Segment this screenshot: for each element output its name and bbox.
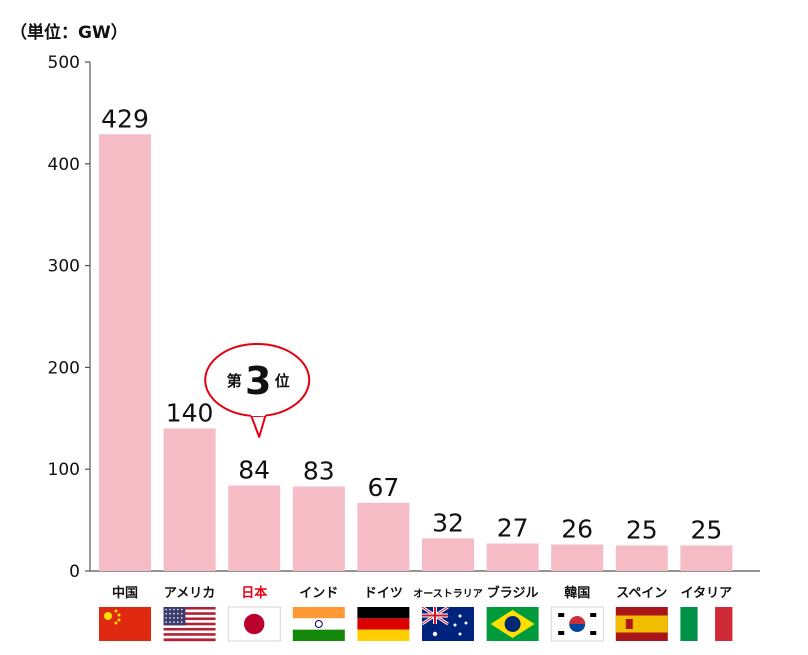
y-tick-label: 400 (48, 155, 80, 175)
bar-value-label: 25 (690, 516, 722, 545)
y-tick-label: 500 (48, 53, 80, 73)
japan-flag (227, 606, 281, 642)
spain-flag (615, 607, 668, 641)
callout-prefix: 第 (227, 372, 242, 390)
bar (615, 545, 668, 571)
germany-flag (357, 607, 410, 641)
unit-label: （単位：GW） (10, 23, 128, 43)
category-label: スペイン (616, 586, 667, 601)
category-label: 中国 (112, 585, 138, 601)
bar (422, 538, 474, 571)
bar-value-label: 67 (367, 473, 399, 502)
category-label: 日本 (241, 585, 267, 601)
bar-value-label: 27 (497, 514, 529, 543)
y-tick-label: 200 (48, 358, 80, 378)
category-label: アメリカ (164, 586, 215, 601)
bar (163, 428, 216, 571)
category-label: オーストラリア (413, 588, 483, 600)
australia-flag (421, 605, 474, 641)
category-label: ドイツ (364, 586, 403, 601)
china-flag (99, 607, 151, 641)
bar (228, 485, 281, 571)
y-tick-label: 100 (48, 460, 80, 480)
bar-value-label: 25 (626, 516, 658, 545)
bar-value-label: 140 (166, 398, 214, 427)
bar-value-label: 84 (238, 455, 270, 484)
bar (99, 134, 151, 571)
bar (357, 502, 410, 571)
brazil-flag (486, 607, 539, 641)
bar-value-label: 32 (432, 508, 464, 537)
callout-number: 3 (245, 359, 271, 403)
y-tick-label: 0 (69, 562, 80, 582)
usa-flag (163, 607, 216, 642)
category-label: イタリア (681, 586, 732, 601)
bar (680, 545, 733, 571)
bar-value-label: 83 (303, 457, 335, 486)
category-label: 韓国 (564, 585, 590, 601)
south-korea-flag (550, 606, 604, 642)
callout-suffix: 位 (275, 372, 290, 390)
bar (551, 544, 604, 571)
italy-flag (680, 607, 733, 641)
india-flag (292, 607, 345, 641)
category-label: ブラジル (487, 585, 539, 601)
y-tick-label: 300 (48, 257, 80, 277)
bar (486, 543, 539, 571)
bar-value-label: 429 (101, 104, 149, 133)
category-label: インド (299, 586, 338, 601)
bar (292, 486, 345, 571)
bar-value-label: 26 (561, 515, 593, 544)
